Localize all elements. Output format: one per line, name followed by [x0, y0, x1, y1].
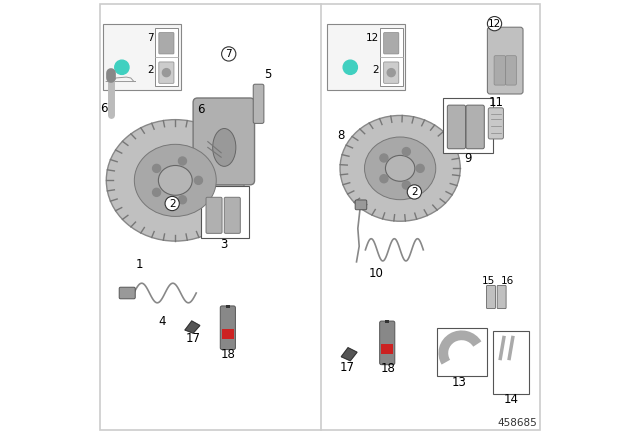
FancyBboxPatch shape: [224, 197, 240, 233]
Text: 17: 17: [340, 361, 355, 374]
Text: 2: 2: [147, 65, 154, 75]
Text: 2: 2: [411, 187, 418, 197]
Bar: [436, 328, 486, 376]
Ellipse shape: [106, 120, 244, 241]
FancyBboxPatch shape: [497, 285, 506, 309]
Ellipse shape: [158, 165, 192, 195]
Text: 6: 6: [197, 103, 204, 116]
FancyBboxPatch shape: [383, 62, 399, 83]
Circle shape: [416, 164, 424, 172]
Text: 12: 12: [488, 19, 501, 29]
Text: 5: 5: [264, 69, 272, 82]
Circle shape: [380, 175, 388, 183]
FancyBboxPatch shape: [494, 56, 506, 85]
Circle shape: [407, 185, 422, 199]
FancyBboxPatch shape: [447, 105, 465, 149]
Text: 2: 2: [372, 65, 379, 75]
Text: 14: 14: [504, 393, 519, 406]
Ellipse shape: [134, 144, 216, 216]
FancyBboxPatch shape: [159, 33, 174, 54]
Text: 7: 7: [225, 49, 232, 59]
Polygon shape: [185, 321, 200, 333]
Ellipse shape: [212, 129, 236, 166]
Circle shape: [179, 196, 186, 204]
Text: 7: 7: [147, 33, 154, 43]
Bar: [380, 28, 403, 86]
Circle shape: [488, 17, 502, 31]
Text: 16: 16: [500, 276, 514, 285]
Circle shape: [165, 196, 179, 211]
Ellipse shape: [365, 137, 436, 200]
Text: 13: 13: [451, 375, 467, 388]
Bar: [381, 344, 393, 354]
Bar: [201, 186, 249, 238]
Circle shape: [221, 47, 236, 61]
Bar: [222, 329, 234, 339]
Circle shape: [403, 147, 410, 155]
Ellipse shape: [340, 116, 460, 221]
Bar: [103, 24, 180, 90]
FancyBboxPatch shape: [253, 84, 264, 123]
Polygon shape: [341, 348, 357, 361]
Text: 17: 17: [186, 332, 200, 345]
Text: 10: 10: [368, 267, 383, 280]
FancyBboxPatch shape: [355, 200, 367, 210]
FancyBboxPatch shape: [466, 105, 484, 149]
Circle shape: [179, 157, 186, 165]
Text: 2: 2: [169, 198, 175, 208]
FancyBboxPatch shape: [119, 287, 135, 299]
FancyBboxPatch shape: [206, 197, 222, 233]
Bar: [226, 305, 230, 308]
Bar: [493, 331, 529, 394]
FancyBboxPatch shape: [159, 62, 174, 83]
Text: 15: 15: [482, 276, 495, 285]
Text: 9: 9: [464, 151, 472, 164]
Bar: [326, 24, 404, 90]
Bar: [443, 99, 493, 153]
Circle shape: [380, 154, 388, 162]
Ellipse shape: [385, 155, 415, 181]
Text: 1: 1: [136, 258, 143, 271]
Circle shape: [387, 69, 396, 77]
Text: 3: 3: [220, 237, 227, 250]
Text: 18: 18: [380, 362, 395, 375]
FancyBboxPatch shape: [380, 321, 395, 365]
Text: 4: 4: [158, 314, 166, 327]
FancyBboxPatch shape: [486, 285, 495, 309]
Circle shape: [343, 60, 357, 74]
Circle shape: [152, 164, 161, 172]
Text: 6: 6: [100, 102, 108, 115]
FancyBboxPatch shape: [506, 56, 516, 85]
Circle shape: [163, 69, 170, 77]
FancyBboxPatch shape: [383, 33, 399, 54]
Text: 8: 8: [338, 129, 345, 142]
Bar: [385, 320, 390, 323]
Text: 11: 11: [488, 96, 504, 109]
Text: 18: 18: [220, 348, 236, 361]
Bar: [156, 28, 179, 86]
FancyBboxPatch shape: [488, 108, 504, 139]
Text: 12: 12: [365, 33, 379, 43]
FancyBboxPatch shape: [193, 98, 255, 185]
Circle shape: [195, 177, 202, 185]
FancyBboxPatch shape: [488, 27, 523, 94]
Text: 458685: 458685: [497, 418, 537, 428]
Circle shape: [115, 60, 129, 74]
FancyBboxPatch shape: [220, 306, 236, 349]
Circle shape: [152, 188, 161, 196]
Circle shape: [403, 181, 410, 189]
